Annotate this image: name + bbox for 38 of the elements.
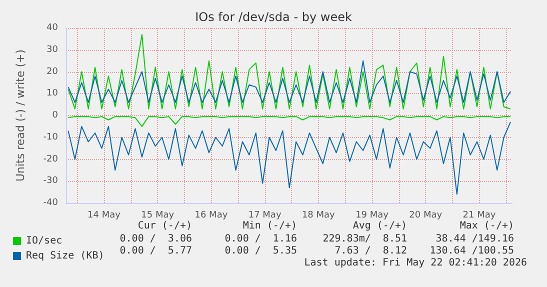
y-tick-label: -20 xyxy=(43,154,58,164)
text: 0.00 / 5.35 xyxy=(224,246,298,256)
text: Cur (-/+) xyxy=(138,220,192,232)
text: Avg (-/+) xyxy=(352,220,408,232)
text: 7.63 / 8.12 xyxy=(334,246,408,256)
x-tick-label: 17 May xyxy=(248,210,282,220)
text: 0.00 / 1.16 xyxy=(224,234,298,244)
x-tick-label: 18 May xyxy=(302,210,336,220)
line-series xyxy=(68,122,512,195)
line-series xyxy=(68,60,512,103)
x-tick-label: 14 May xyxy=(88,210,122,220)
y-tick-label: 10 xyxy=(46,88,58,99)
legend-label: IO/sec xyxy=(26,236,62,246)
x-tick-label: 16 May xyxy=(194,210,228,220)
x-tick-label: 21 May xyxy=(462,210,496,220)
x-tick-label: 15 May xyxy=(141,210,175,220)
y-tick-label: 0 xyxy=(52,110,58,120)
x-tick-label: 19 May xyxy=(356,210,390,220)
text: 0.00 / 3.06 xyxy=(120,234,192,244)
text: 38.44 /149.16 xyxy=(436,234,514,244)
text: 130.64 /100.55 xyxy=(430,246,514,256)
legend-label: Req Size (KB) xyxy=(26,250,104,262)
text: 229.83m/ 8.51 xyxy=(322,234,408,244)
text: 0.00 / 5.77 xyxy=(120,246,192,256)
y-tick-label: 30 xyxy=(46,44,58,55)
y-tick-label: 20 xyxy=(46,66,58,77)
text: Last update: Fri May 22 02:41:20 2026 xyxy=(304,258,528,268)
line-series xyxy=(68,34,512,110)
y-tick-label: -30 xyxy=(43,176,58,186)
text: Min (-/+) xyxy=(242,220,298,232)
y-tick-label: 40 xyxy=(46,23,58,33)
text: Max (-/+) xyxy=(460,220,514,232)
y-tick-label: -40 xyxy=(43,198,58,208)
chart-title: IOs for /dev/sda - by week xyxy=(195,10,352,24)
y-tick-label: -10 xyxy=(43,132,58,142)
x-tick-label: 20 May xyxy=(409,210,443,220)
line-series xyxy=(68,116,512,127)
y-axis-title: Units read (-) / write (+) xyxy=(14,49,27,182)
